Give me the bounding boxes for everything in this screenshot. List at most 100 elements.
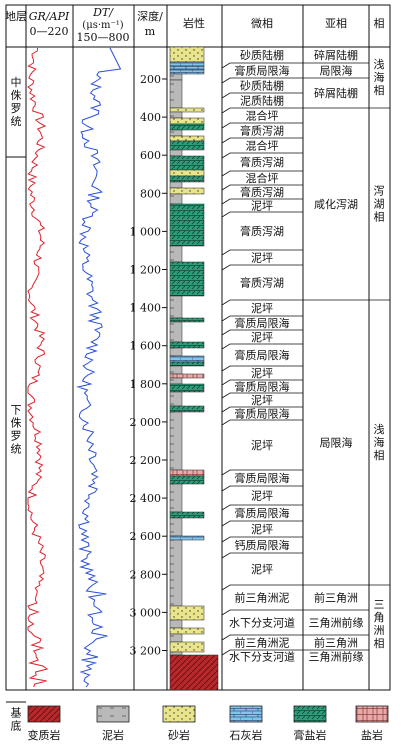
facies-label: 浅海相 (374, 423, 385, 462)
microfacies-label: 前三角洲泥 (235, 591, 290, 605)
lithology-layer-mud (169, 321, 183, 343)
lithology-layer-gyp (169, 361, 205, 367)
lithology-layer-sand (169, 627, 205, 635)
microfacies-label: 膏质泻湖 (240, 155, 284, 169)
lithology-layer-lime (169, 535, 205, 541)
lithology-layer-gyp (169, 140, 205, 151)
depth-tick-label: 2 800 (130, 568, 162, 581)
dt-header: DT/ (92, 6, 114, 19)
lithology-layer-lime (169, 355, 205, 363)
salt-swatch-icon (355, 705, 389, 723)
microfacies-label: 泥坪 (251, 490, 273, 503)
microfacies-divider (221, 184, 303, 191)
lithology-layer-mud (169, 539, 183, 607)
microfacies-divider (221, 77, 303, 84)
microfacies-divider (221, 485, 303, 492)
lithology-layer-mud (169, 111, 183, 119)
depth-tick-label: 2 000 (130, 416, 162, 429)
microfacies-label: 膏质局限海 (235, 506, 290, 520)
stratum-name: 中侏罗统 (11, 76, 22, 128)
gr-header: GR/API (29, 10, 70, 23)
lithology-layer-gyp (169, 383, 205, 393)
lithology-layer-mud (169, 73, 183, 81)
depth-tick-label: 600 (140, 149, 161, 162)
microfacies-divider (221, 211, 303, 218)
depth-tick-label: 1 000 (130, 225, 162, 238)
lithology-layer-gyp (169, 511, 205, 519)
lithology-layer-mud (169, 129, 183, 137)
depth-header: 深度/ (137, 9, 163, 23)
microfacies-label: 泥质陆棚 (240, 94, 284, 108)
microfacies-divider (221, 107, 303, 114)
depth-tick-label: 3 200 (130, 645, 162, 658)
microfacies-label: 混合坪 (246, 171, 279, 185)
microfacies-divider (221, 609, 303, 616)
lithology-layer-mud (169, 193, 183, 205)
microfacies-divider (221, 122, 303, 129)
microfacies-divider (221, 62, 303, 69)
lithology-layer-mud (169, 517, 183, 537)
lithology-layer-meta (169, 654, 219, 691)
depth-tick-label: 2 600 (130, 530, 162, 543)
lithology-layer-sand (169, 169, 205, 177)
lithology-layer-lime (169, 61, 205, 67)
microfacies-label: 混合坪 (246, 139, 279, 153)
subfacies-label: 局限海 (320, 436, 353, 450)
stratum-name: 基底 (11, 707, 22, 733)
lithology-layer-mud (169, 245, 183, 263)
lithology-layer-mud (169, 295, 183, 319)
depth-tick-label: 3 000 (130, 606, 162, 619)
microfacies-label: 泥坪 (251, 200, 273, 213)
microfacies-divider (221, 170, 303, 177)
microfacies-label: 混合坪 (246, 109, 279, 123)
legend-label-sandstone: 砂岩 (168, 728, 190, 742)
microfacies-label: 泥坪 (251, 367, 273, 380)
lithology-layer-gyp (169, 261, 205, 297)
depth-tick-label: 400 (140, 111, 161, 124)
limestone-swatch-icon (229, 705, 263, 723)
subfacies-label: 三角洲前缘 (309, 650, 364, 664)
lithology-layer-sand (169, 187, 205, 195)
microfacies-divider (221, 264, 303, 271)
dt-curve (76, 47, 122, 688)
subfacies-label: 碎屑陆棚 (314, 48, 358, 62)
microfacies-label: 砂质陆棚 (240, 79, 284, 93)
microfacies-label: 砂质陆棚 (240, 48, 284, 62)
lithology-layer-gyp (169, 203, 205, 247)
microfacies-label: 膏质局限海 (235, 348, 290, 362)
microfacies-divider (221, 469, 303, 476)
microfacies-divider (221, 329, 303, 336)
subfacies-label: 前三角洲 (314, 636, 358, 650)
subfacies-header: 亚相 (325, 17, 347, 30)
microfacies-label: 膏质局限海 (235, 380, 290, 394)
depth-unit: m (145, 25, 156, 38)
lithology-layer-sand (169, 605, 205, 621)
lithology-layer-gyp (169, 317, 205, 323)
legend-label-salt: 盐岩 (361, 728, 383, 742)
microfacies-divider (221, 379, 303, 386)
microfacies-divider (221, 520, 303, 527)
depth-tick-label: 1 400 (130, 302, 162, 315)
lithology-layer-gyp (169, 175, 205, 183)
microfacies-divider (221, 343, 303, 350)
subfacies-label: 前三角洲 (314, 591, 358, 605)
lithology-layer-sand (169, 135, 205, 142)
lithology-header: 岩性 (183, 16, 205, 30)
legend-label-gypsum: 膏盐岩 (294, 728, 327, 742)
lithology-layer-mud (169, 181, 183, 189)
lithology-layer-mud (169, 347, 183, 357)
legend-label-mudstone: 泥岩 (102, 728, 124, 742)
facies-header: 相 (374, 17, 385, 30)
depth-tick-label: 2 200 (130, 454, 162, 467)
microfacies-divider (221, 198, 303, 205)
subfacies-label: 三角洲前缘 (309, 616, 364, 630)
lithology-layer-mud (169, 377, 183, 385)
lithology-layer-lime (169, 65, 205, 71)
sandstone-swatch-icon (162, 705, 196, 723)
lithology-layer-mud (169, 633, 183, 643)
depth-tick-label: 200 (140, 73, 161, 86)
lithology-layer-gyp (169, 341, 205, 349)
